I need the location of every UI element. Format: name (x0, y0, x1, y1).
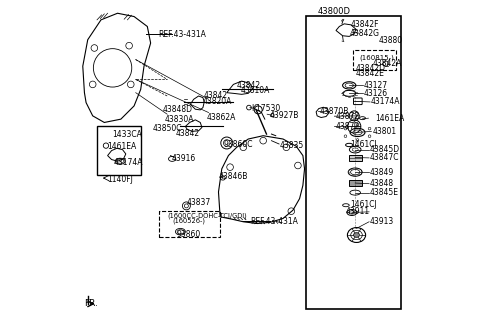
Text: 43842E: 43842E (355, 69, 384, 78)
Bar (348, 155, 362, 161)
Text: 43820A: 43820A (202, 97, 232, 107)
Ellipse shape (354, 233, 360, 237)
Text: FR.: FR. (84, 299, 97, 308)
Text: 43880: 43880 (379, 36, 403, 45)
Text: K17530: K17530 (252, 104, 281, 113)
Text: 43872: 43872 (336, 112, 360, 121)
Text: 43126: 43126 (364, 89, 388, 98)
Text: (1600CC-DOHC-TCI/GDI): (1600CC-DOHC-TCI/GDI) (168, 213, 248, 219)
Text: 43849: 43849 (370, 167, 395, 177)
Text: 43845D: 43845D (370, 145, 400, 154)
Text: 43916: 43916 (171, 154, 195, 164)
Text: 43842: 43842 (237, 81, 261, 90)
Text: 93860: 93860 (177, 229, 201, 239)
Text: 1461CJ: 1461CJ (350, 140, 377, 149)
Text: 43842: 43842 (176, 128, 200, 138)
Text: 43870B: 43870B (320, 107, 349, 116)
Bar (348, 180, 362, 186)
Bar (352, 50, 396, 70)
Text: 1461EA: 1461EA (108, 142, 137, 151)
Text: 43830A: 43830A (165, 115, 194, 124)
Text: (160815-): (160815-) (360, 55, 395, 61)
Text: 43842D: 43842D (355, 64, 385, 73)
Text: 43911: 43911 (346, 207, 370, 216)
Text: 43127: 43127 (364, 81, 388, 90)
Text: REF.43-431A: REF.43-431A (158, 29, 206, 39)
Text: 43862A: 43862A (207, 113, 236, 122)
Text: 43848: 43848 (370, 179, 394, 188)
Text: 43800D: 43800D (318, 7, 351, 16)
Text: 43927B: 43927B (269, 111, 299, 120)
Text: 43872: 43872 (336, 122, 360, 131)
Text: 1461EA: 1461EA (375, 114, 404, 123)
Text: 43842: 43842 (204, 91, 228, 101)
Bar (159, 211, 220, 237)
Text: 43810A: 43810A (240, 86, 270, 95)
Text: (160526-): (160526-) (172, 218, 205, 224)
Text: 43846B: 43846B (218, 171, 248, 181)
Text: 43174A: 43174A (371, 97, 401, 107)
Text: 43174A: 43174A (114, 158, 143, 167)
Text: 43850C: 43850C (152, 124, 182, 133)
Text: 1140FJ: 1140FJ (108, 175, 133, 184)
Text: 1461CJ: 1461CJ (350, 200, 377, 209)
Text: 43848D: 43848D (163, 105, 192, 115)
Bar (306, 16, 400, 309)
Text: 43842G: 43842G (350, 28, 380, 38)
Text: 43801: 43801 (372, 127, 396, 136)
Text: 43845E: 43845E (370, 188, 399, 197)
Text: 43835: 43835 (280, 141, 304, 150)
Text: 43837: 43837 (186, 198, 211, 207)
Bar (97, 126, 141, 175)
Text: 1433CA: 1433CA (113, 129, 143, 139)
Text: 43842F: 43842F (351, 20, 379, 29)
Text: 43847C: 43847C (370, 153, 399, 163)
Text: 93860C: 93860C (224, 140, 253, 150)
Text: 43913: 43913 (370, 217, 395, 226)
Text: 43842A: 43842A (372, 59, 402, 68)
Text: REF.43-431A: REF.43-431A (250, 217, 298, 226)
